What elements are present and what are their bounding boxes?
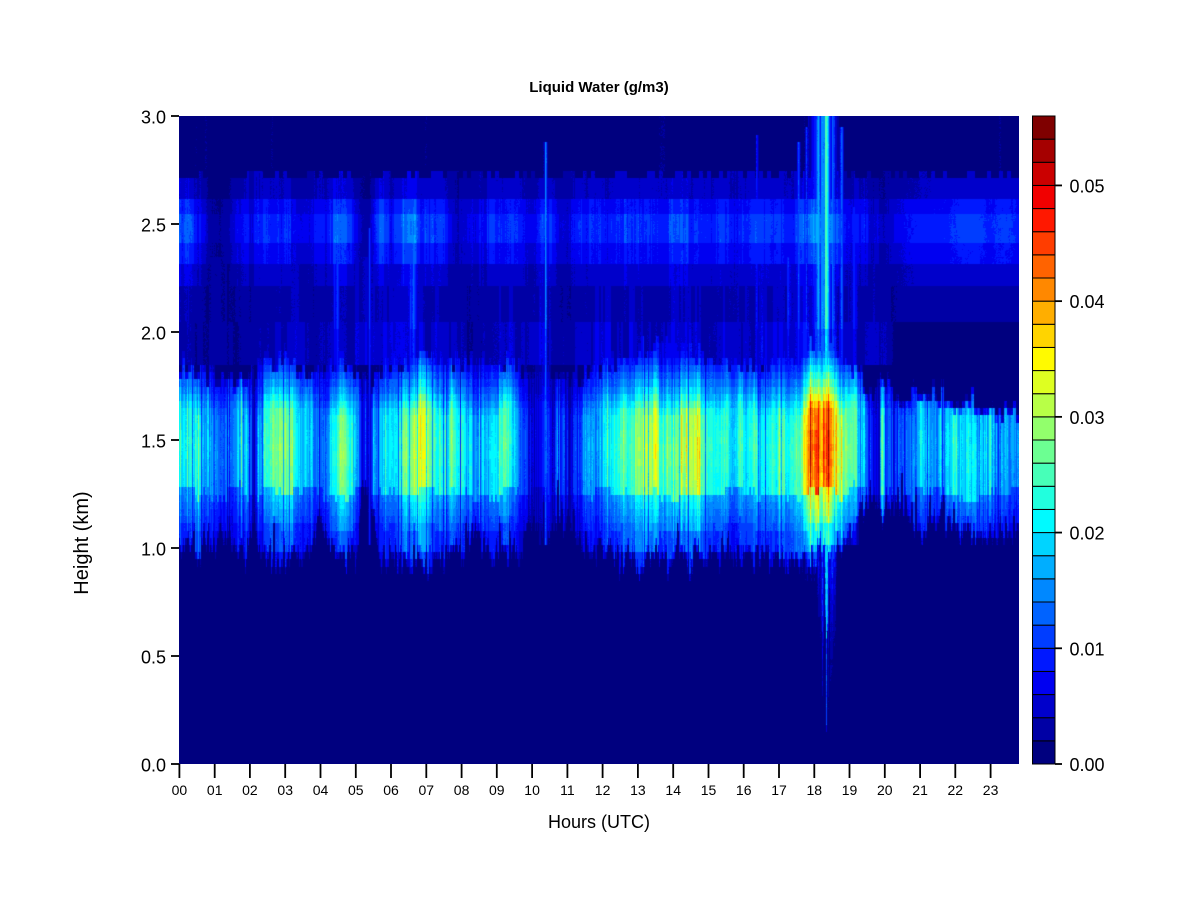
svg-text:22: 22 bbox=[948, 782, 964, 798]
svg-text:02: 02 bbox=[242, 782, 258, 798]
svg-text:12: 12 bbox=[595, 782, 611, 798]
svg-text:03: 03 bbox=[277, 782, 293, 798]
svg-text:17: 17 bbox=[771, 782, 787, 798]
svg-text:15: 15 bbox=[701, 782, 717, 798]
svg-text:14: 14 bbox=[665, 782, 681, 798]
svg-text:1.0: 1.0 bbox=[141, 540, 166, 560]
svg-text:Height (km): Height (km) bbox=[71, 491, 93, 594]
svg-text:13: 13 bbox=[630, 782, 646, 798]
svg-text:11: 11 bbox=[560, 782, 575, 798]
svg-text:Hours (UTC): Hours (UTC) bbox=[548, 812, 650, 832]
svg-text:1.5: 1.5 bbox=[141, 432, 166, 452]
svg-text:0.05: 0.05 bbox=[1070, 176, 1105, 196]
svg-text:01: 01 bbox=[207, 782, 223, 798]
svg-text:06: 06 bbox=[383, 782, 399, 798]
svg-text:0.02: 0.02 bbox=[1070, 524, 1105, 544]
svg-text:0.04: 0.04 bbox=[1070, 292, 1105, 312]
svg-text:05: 05 bbox=[348, 782, 364, 798]
svg-text:0.00: 0.00 bbox=[1070, 755, 1105, 775]
svg-text:0.5: 0.5 bbox=[141, 648, 166, 668]
svg-text:0.03: 0.03 bbox=[1070, 408, 1105, 428]
svg-text:18: 18 bbox=[807, 782, 823, 798]
svg-text:2.0: 2.0 bbox=[141, 324, 166, 344]
svg-text:0.0: 0.0 bbox=[141, 756, 166, 776]
svg-text:21: 21 bbox=[912, 782, 928, 798]
svg-text:Liquid Water (g/m3): Liquid Water (g/m3) bbox=[529, 79, 668, 96]
svg-text:07: 07 bbox=[419, 782, 435, 798]
svg-text:23: 23 bbox=[983, 782, 999, 798]
svg-text:09: 09 bbox=[489, 782, 505, 798]
svg-text:0.01: 0.01 bbox=[1070, 639, 1105, 659]
svg-text:20: 20 bbox=[877, 782, 893, 798]
svg-text:10: 10 bbox=[524, 782, 540, 798]
svg-text:00: 00 bbox=[172, 782, 188, 798]
svg-text:08: 08 bbox=[454, 782, 470, 798]
svg-text:2.5: 2.5 bbox=[141, 216, 166, 236]
svg-text:04: 04 bbox=[313, 782, 329, 798]
svg-text:16: 16 bbox=[736, 782, 752, 798]
svg-text:3.0: 3.0 bbox=[141, 108, 166, 128]
svg-text:19: 19 bbox=[842, 782, 858, 798]
